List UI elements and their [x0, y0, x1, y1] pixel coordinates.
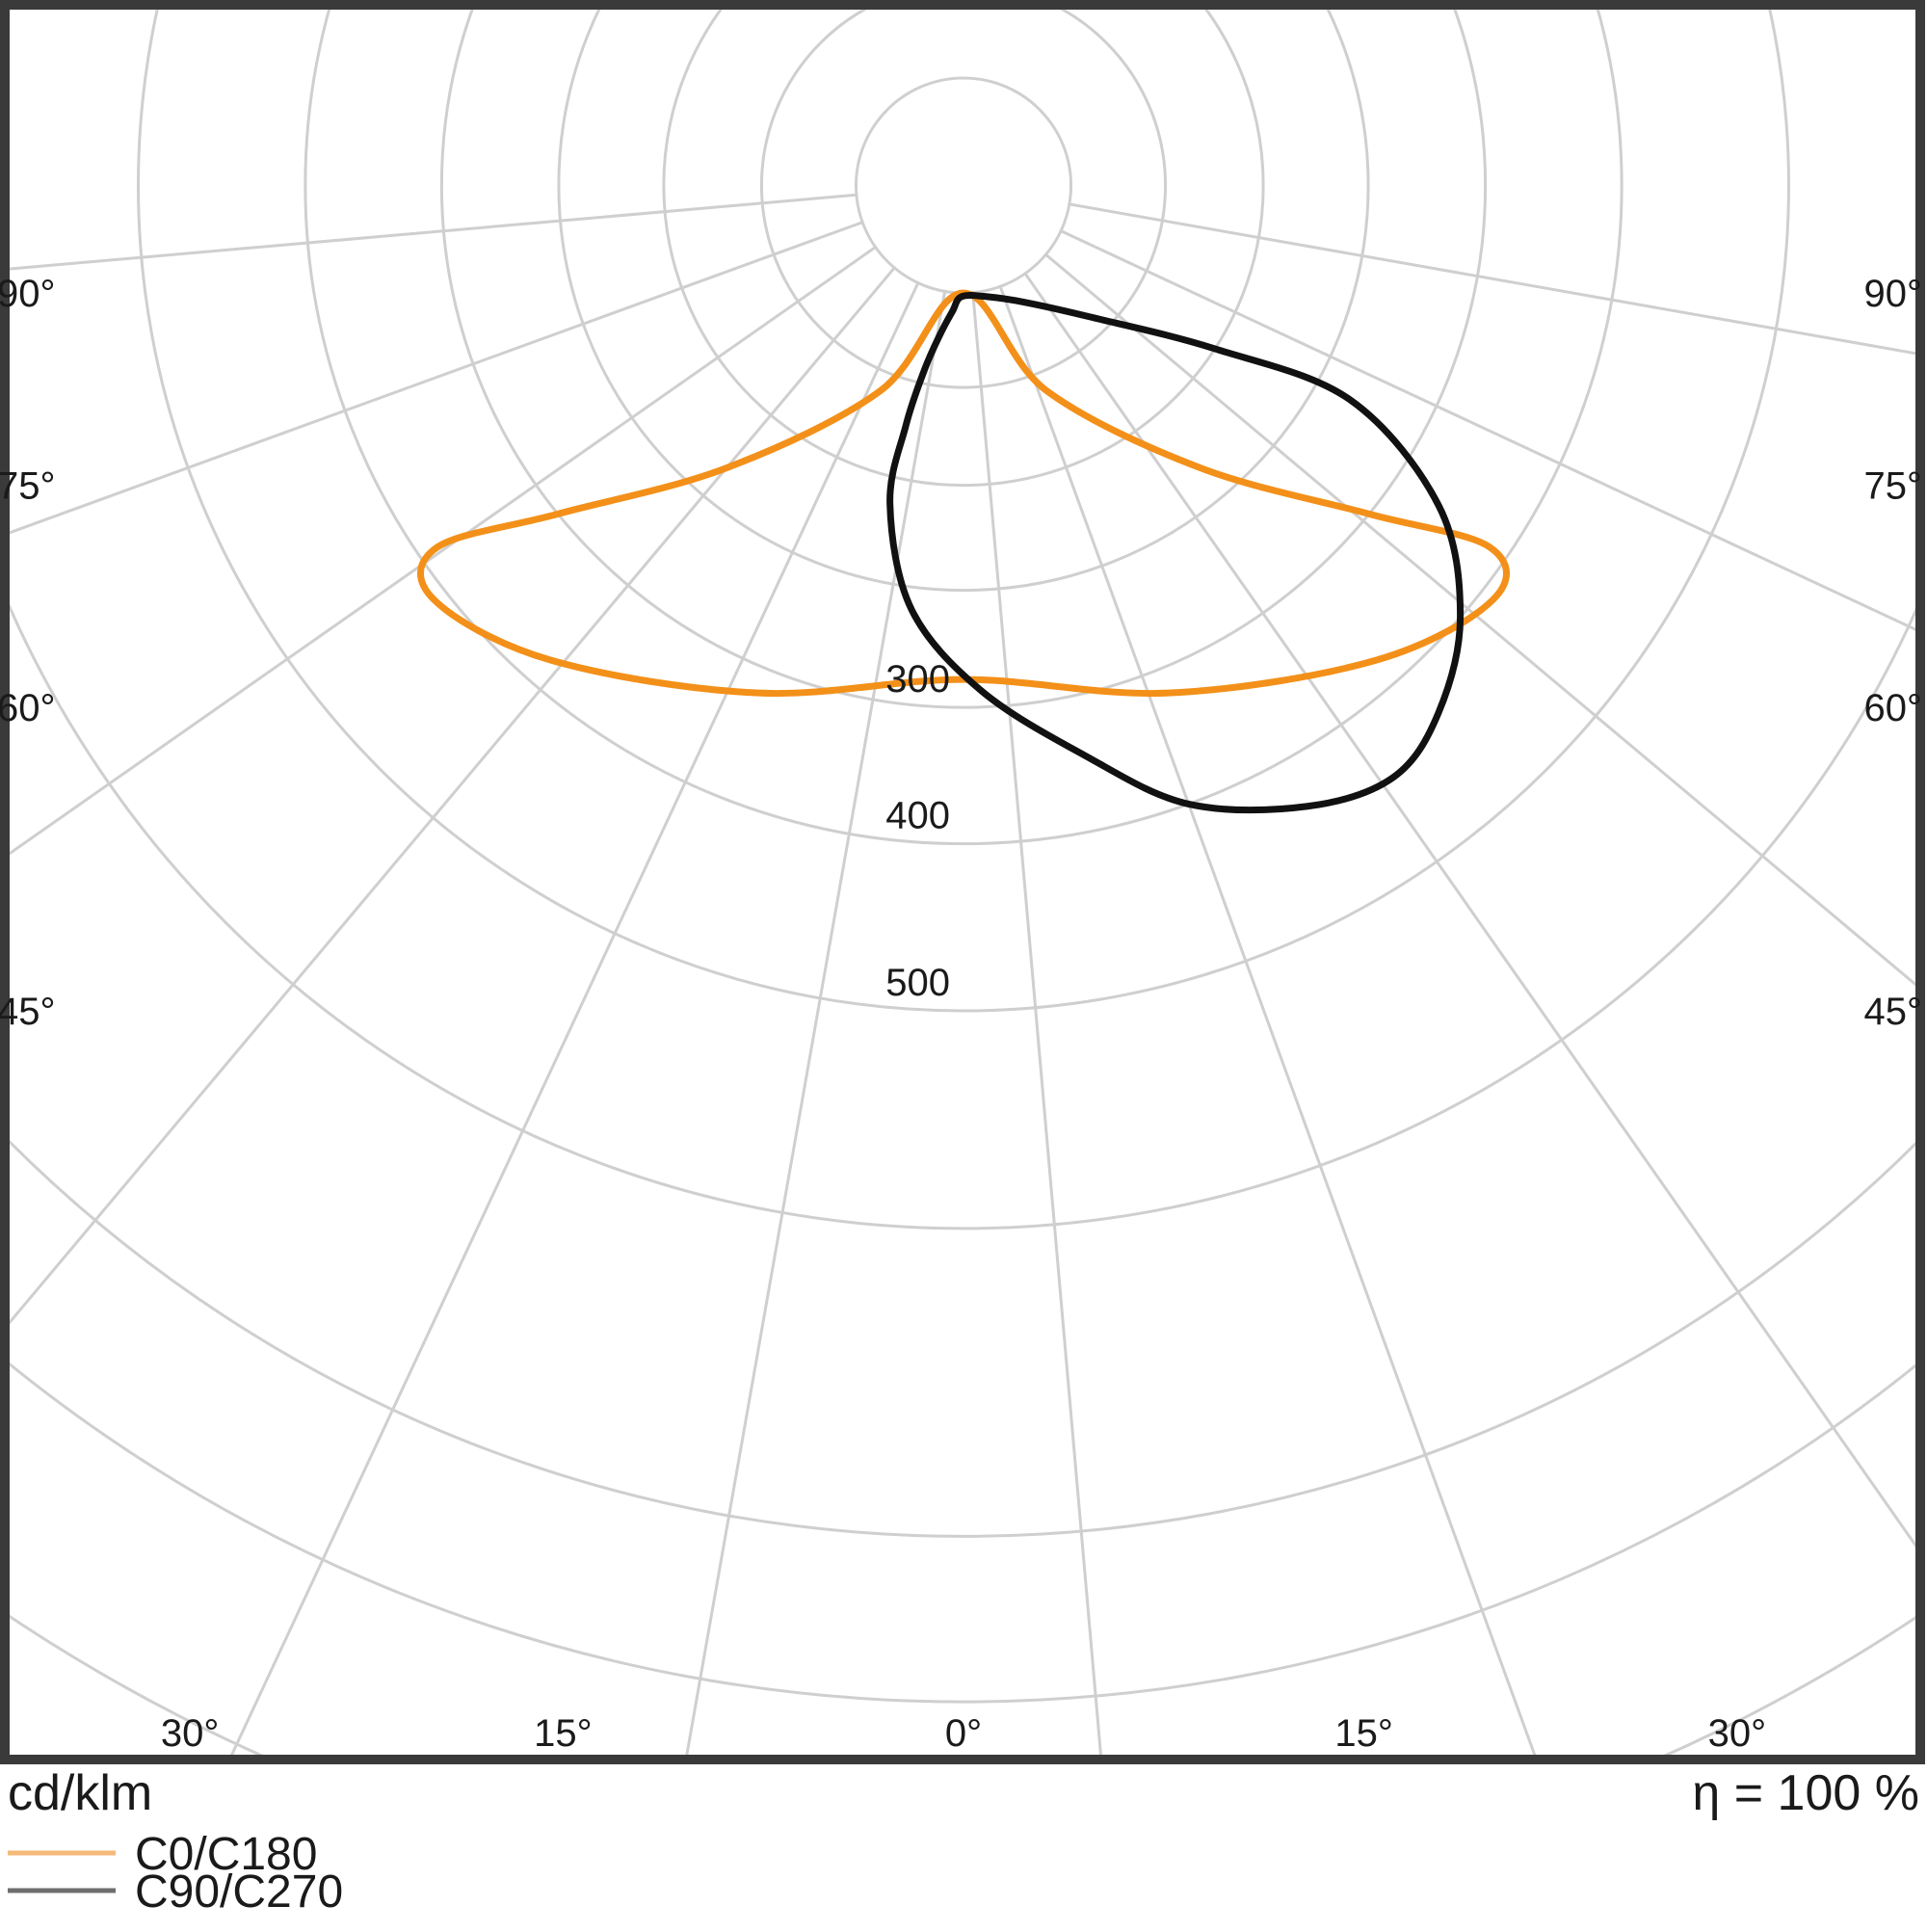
- svg-text:300: 300: [885, 658, 950, 701]
- svg-text:75°: 75°: [0, 465, 56, 508]
- svg-text:75°: 75°: [1864, 465, 1923, 508]
- svg-text:500: 500: [885, 962, 950, 1004]
- svg-text:30°: 30°: [161, 1712, 220, 1755]
- svg-text:15°: 15°: [534, 1712, 593, 1755]
- svg-text:30°: 30°: [1708, 1712, 1767, 1755]
- svg-text:45°: 45°: [1864, 991, 1923, 1033]
- svg-text:C90/C270: C90/C270: [135, 1866, 343, 1918]
- svg-text:60°: 60°: [1864, 687, 1923, 729]
- svg-text:η = 100 %: η = 100 %: [1692, 1765, 1919, 1821]
- svg-text:45°: 45°: [0, 991, 56, 1033]
- svg-text:400: 400: [885, 795, 950, 837]
- svg-text:60°: 60°: [0, 687, 56, 729]
- svg-text:90°: 90°: [0, 273, 56, 315]
- svg-text:15°: 15°: [1334, 1712, 1393, 1755]
- svg-text:0°: 0°: [945, 1712, 982, 1755]
- svg-text:cd/klm: cd/klm: [8, 1765, 152, 1821]
- svg-text:90°: 90°: [1864, 273, 1923, 315]
